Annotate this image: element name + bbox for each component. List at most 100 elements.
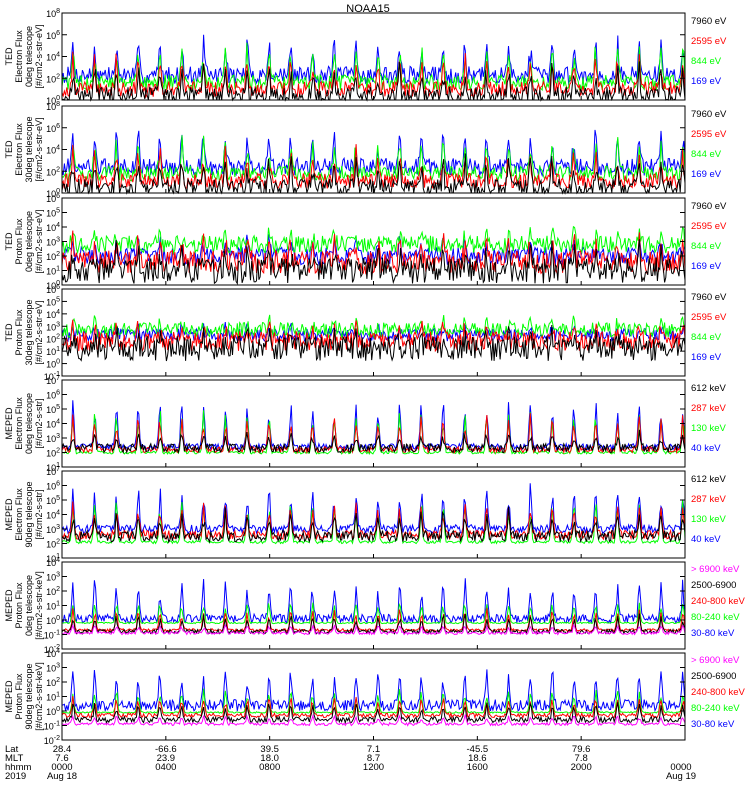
x-tick-label: 39.5 <box>260 744 279 755</box>
series-line-2595-ev <box>61 144 686 190</box>
legend-label: 844 eV <box>691 241 722 252</box>
y-tick-label: 104 <box>46 510 60 521</box>
series-line-844-ev <box>61 314 686 340</box>
x-tick-label: 7.1 <box>367 744 380 755</box>
x-tick-label: 8.7 <box>367 753 380 764</box>
legend-label: 240-800 keV <box>691 596 746 607</box>
legend-label: 169 eV <box>691 76 722 87</box>
legend-label: 612 keV <box>691 383 727 394</box>
series-line-7960-ev <box>61 324 686 362</box>
x-tick-label: 28.4 <box>53 744 72 755</box>
y-axis-label: MEPEDElectron Flux90deg telescope[#/cm2-… <box>4 481 44 547</box>
x-tick-label: 0000 <box>670 762 691 773</box>
y-tick-label: 102 <box>46 677 60 688</box>
y-tick-label: 106 <box>46 390 60 401</box>
legend-label: 40 keV <box>691 443 721 454</box>
y-tick-label: 100 <box>46 359 60 370</box>
legend-label: 30-80 keV <box>691 628 735 639</box>
y-tick-label: 100 <box>46 95 60 106</box>
y-tick-label: 106 <box>46 123 60 134</box>
y-tick-label: 105 <box>46 296 60 307</box>
y-tick-label: 105 <box>46 404 60 415</box>
panel-frame <box>61 561 686 650</box>
panel-frame <box>61 470 686 559</box>
legend-label: > 6900 keV <box>691 655 740 666</box>
x-tick-label: 1200 <box>363 762 384 773</box>
y-tick-label: 108 <box>46 101 60 112</box>
series-line-169-ev <box>61 129 686 178</box>
panel-frame <box>61 379 686 468</box>
y-tick-label: 102 <box>46 586 60 597</box>
y-tick-label: 104 <box>46 309 60 320</box>
series-line-844-ev <box>61 225 686 255</box>
y-tick-label: 105 <box>46 495 60 506</box>
series-line-287-kev <box>61 501 686 541</box>
y-tick-label: 102 <box>46 73 60 84</box>
x-tick-label: 79.6 <box>572 744 591 755</box>
y-tick-label: 106 <box>46 193 60 204</box>
legend-label: 30-80 keV <box>691 719 735 730</box>
legend-label: 2500-6900 <box>691 580 736 591</box>
y-tick-label: 101 <box>46 462 60 473</box>
x-tick-label: 0800 <box>259 762 280 773</box>
legend-label: 40 keV <box>691 534 721 545</box>
y-axis-label: MEPEDElectron Flux0deg telescope[#/cm2-s… <box>4 393 44 454</box>
series-line-612-kev <box>61 429 686 455</box>
x-tick-label: 0000 <box>51 762 72 773</box>
series-line-80-240-kev <box>61 602 686 625</box>
x-row-label: 2019 <box>5 771 26 782</box>
x-tick-label: 2000 <box>571 762 592 773</box>
series-line-169-ev <box>61 34 686 86</box>
y-tick-label: 104 <box>46 557 60 568</box>
x-tick-label: Aug 19 <box>666 771 696 782</box>
series-line-240-800-kev <box>61 695 686 720</box>
y-tick-label: 102 <box>46 166 60 177</box>
y-tick-label: 10-2 <box>44 644 60 655</box>
legend-label: 2595 eV <box>691 36 727 47</box>
y-axis-label: TEDProton Flux30deg telescope[#/cm2-s-st… <box>4 299 44 365</box>
series-line-2595-ev <box>61 319 686 353</box>
series-line--6900-kev <box>61 623 686 636</box>
y-axis-label: TEDElectron Flux0deg telescope[#/cm2-s-s… <box>4 24 44 88</box>
y-tick-label: 106 <box>46 481 60 492</box>
y-tick-label: 103 <box>46 321 60 332</box>
legend-label: 2595 eV <box>691 312 727 323</box>
series-line-30-80-kev <box>61 578 686 625</box>
y-tick-label: 103 <box>46 663 60 674</box>
x-tick-label: -45.5 <box>467 744 489 755</box>
legend-label: 287 keV <box>691 403 727 414</box>
y-tick-label: 102 <box>46 251 60 262</box>
legend-label: 2595 eV <box>691 221 727 232</box>
legend-label: 844 eV <box>691 56 722 67</box>
y-tick-label: 103 <box>46 433 60 444</box>
series-line--6900-kev <box>61 713 686 727</box>
x-tick-label: 7.6 <box>55 753 68 764</box>
y-tick-label: 102 <box>46 448 60 459</box>
y-tick-label: 103 <box>46 237 60 248</box>
legend-label: 80-240 keV <box>691 703 740 714</box>
y-tick-label: 108 <box>46 8 60 19</box>
y-tick-label: 10-1 <box>44 721 60 732</box>
y-tick-label: 106 <box>46 30 60 41</box>
x-tick-label: 18.6 <box>468 753 487 764</box>
y-tick-label: 104 <box>46 52 60 63</box>
series-line-844-ev <box>61 42 686 92</box>
legend-label: 7960 eV <box>691 109 727 120</box>
y-tick-label: 104 <box>46 145 60 156</box>
legend-label: 2500-6900 <box>691 671 736 682</box>
y-tick-label: 101 <box>46 601 60 612</box>
y-tick-label: 102 <box>46 539 60 550</box>
series-line-40-kev <box>61 400 686 452</box>
x-tick-label: -66.6 <box>155 744 177 755</box>
legend-label: 169 eV <box>691 169 722 180</box>
legend-label: 240-800 keV <box>691 687 746 698</box>
y-tick-label: 101 <box>46 692 60 703</box>
y-tick-label: 107 <box>46 375 60 386</box>
